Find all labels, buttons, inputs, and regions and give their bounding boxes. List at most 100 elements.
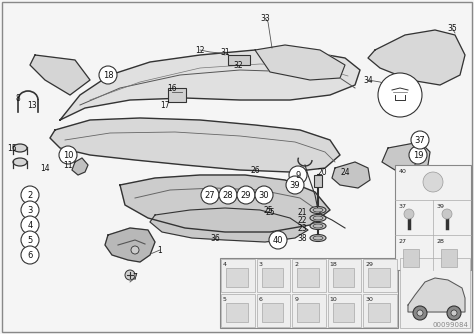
FancyBboxPatch shape [297,303,319,322]
Circle shape [404,209,414,219]
Polygon shape [50,118,340,172]
Circle shape [286,176,304,194]
Circle shape [417,310,423,316]
Circle shape [289,166,307,184]
FancyBboxPatch shape [256,294,290,327]
Text: 00099084: 00099084 [432,322,468,328]
Circle shape [201,186,219,204]
Circle shape [237,186,255,204]
FancyBboxPatch shape [221,259,255,292]
Text: 26: 26 [250,166,260,174]
Text: 29: 29 [365,262,374,267]
Circle shape [413,306,427,320]
Text: 35: 35 [447,23,457,32]
Text: 40: 40 [273,235,283,244]
Ellipse shape [13,158,27,166]
FancyBboxPatch shape [403,249,419,267]
FancyBboxPatch shape [333,268,355,287]
Text: 34: 34 [363,75,373,85]
Text: 16: 16 [167,84,177,93]
Circle shape [59,146,77,164]
Polygon shape [408,278,465,312]
Polygon shape [60,50,360,120]
Ellipse shape [310,206,326,213]
Text: 23: 23 [297,223,307,232]
Polygon shape [368,30,465,85]
Ellipse shape [310,214,326,221]
Text: 2: 2 [27,190,33,199]
FancyBboxPatch shape [256,259,290,292]
FancyBboxPatch shape [226,303,247,322]
FancyBboxPatch shape [262,268,283,287]
Circle shape [131,246,139,254]
Text: 11: 11 [63,161,73,169]
Ellipse shape [313,236,323,240]
Text: 30: 30 [259,190,269,199]
FancyBboxPatch shape [297,268,319,287]
FancyBboxPatch shape [228,55,250,65]
Circle shape [255,186,273,204]
FancyBboxPatch shape [328,259,361,292]
Polygon shape [332,162,370,188]
Polygon shape [72,158,88,175]
FancyBboxPatch shape [441,249,457,267]
FancyBboxPatch shape [333,303,355,322]
Polygon shape [30,55,90,95]
Text: 28: 28 [437,239,445,244]
Text: 40: 40 [399,169,407,174]
Text: 15: 15 [7,144,17,153]
Circle shape [219,186,237,204]
Ellipse shape [313,208,323,212]
Text: 24: 24 [340,167,350,176]
FancyBboxPatch shape [262,303,283,322]
Circle shape [423,172,443,192]
Text: 27: 27 [399,239,407,244]
Text: 29: 29 [241,190,251,199]
Text: 2: 2 [294,262,298,267]
Text: 19: 19 [413,151,423,160]
Circle shape [21,186,39,204]
Circle shape [411,131,429,149]
Text: 3: 3 [259,262,263,267]
Text: 21: 21 [297,207,307,216]
FancyBboxPatch shape [226,268,247,287]
Text: 38: 38 [297,233,307,242]
Text: 20: 20 [317,167,327,176]
Polygon shape [120,175,330,232]
Text: 3: 3 [27,205,33,214]
Ellipse shape [13,144,27,152]
Text: 12: 12 [195,45,205,54]
Text: 36: 36 [210,233,220,242]
Polygon shape [255,45,345,80]
Text: 10: 10 [330,297,337,302]
Circle shape [409,146,427,164]
FancyBboxPatch shape [221,294,255,327]
Text: 39: 39 [290,180,301,189]
Text: 28: 28 [223,190,233,199]
Circle shape [378,73,422,117]
Text: 39: 39 [437,204,445,209]
Text: 10: 10 [63,151,73,160]
Text: 5: 5 [223,297,227,302]
Text: 31: 31 [220,47,230,56]
Text: 6: 6 [259,297,263,302]
Text: 37: 37 [399,204,407,209]
FancyBboxPatch shape [368,303,390,322]
Ellipse shape [313,216,323,220]
FancyBboxPatch shape [220,258,398,328]
Text: 32: 32 [233,60,243,69]
FancyBboxPatch shape [292,259,326,292]
Text: 27: 27 [205,190,215,199]
Text: 25: 25 [263,205,273,214]
Text: 1: 1 [158,245,163,255]
Ellipse shape [313,224,323,228]
Text: 18: 18 [330,262,337,267]
Circle shape [99,66,117,84]
Text: 8: 8 [16,94,20,103]
Circle shape [21,246,39,264]
Text: 9: 9 [295,170,301,179]
Circle shape [21,201,39,219]
Circle shape [269,231,287,249]
Circle shape [447,306,461,320]
Text: 9: 9 [294,297,298,302]
